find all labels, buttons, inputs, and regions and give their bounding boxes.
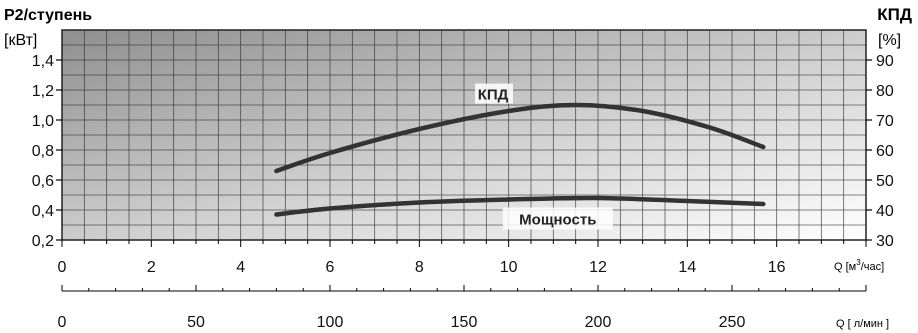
x2-axis-tick-label: 100 [317, 314, 344, 331]
x-axis-tick-label: 12 [589, 259, 607, 276]
left-axis-tick-label: 1,2 [32, 83, 54, 100]
left-axis-tick-label: 0,8 [32, 143, 54, 160]
right-axis-tick-label: 50 [876, 173, 894, 190]
right-axis-tick-label: 60 [876, 143, 894, 160]
series-curve-efficiency [274, 102, 766, 174]
x2-axis-tick-label: 150 [451, 314, 478, 331]
x-axis-tick-label: 8 [415, 259, 424, 276]
left-axis-tick-label: 0,6 [32, 173, 54, 190]
x2-axis-tick-label: 0 [58, 314, 67, 331]
x-axis-tick-label: 0 [58, 259, 67, 276]
left-axis-unit: [кВт] [4, 32, 37, 49]
x-axis-tick-label: 10 [500, 259, 518, 276]
x2-axis-tick-label: 200 [585, 314, 612, 331]
left-axis-tick-label: 1,4 [32, 53, 54, 70]
right-axis-title: КПД [877, 5, 912, 24]
x-axis-tick-label: 2 [147, 259, 156, 276]
right-axis-tick-label: 90 [876, 53, 894, 70]
right-axis-tick-label: 80 [876, 83, 894, 100]
efficiency-curve-label: КПД [478, 87, 509, 104]
power-label-bg [502, 207, 613, 230]
left-axis-tick-label: 1,0 [32, 113, 54, 130]
power-curve-label: Мощность [519, 212, 596, 229]
left-axis-tick-label: 0,2 [32, 233, 54, 250]
x-axis-tick-label: 4 [236, 259, 245, 276]
x-axis-tick-label: 6 [326, 259, 335, 276]
left-axis-tick-label: 0,4 [32, 203, 54, 220]
x-axis-unit: Q [м3/час] [834, 258, 884, 273]
x-axis-tick-label: 16 [768, 259, 786, 276]
right-axis-tick-label: 30 [876, 233, 894, 250]
series: КПД Мощность [274, 83, 766, 230]
series-curve-power [274, 195, 766, 217]
efficiency-label-bg [475, 83, 514, 104]
left-axis-title: P2/ступень [4, 7, 92, 24]
x-axis-tick-label: 14 [678, 259, 696, 276]
right-axis-tick-label: 40 [876, 203, 894, 220]
x2-axis-tick-label: 50 [187, 314, 205, 331]
x2-axis-tick-label: 250 [719, 314, 746, 331]
x2-axis-unit: Q [ л/мин ] [836, 318, 889, 330]
right-axis-unit: [%] [878, 32, 901, 49]
right-axis-tick-label: 70 [876, 113, 894, 130]
